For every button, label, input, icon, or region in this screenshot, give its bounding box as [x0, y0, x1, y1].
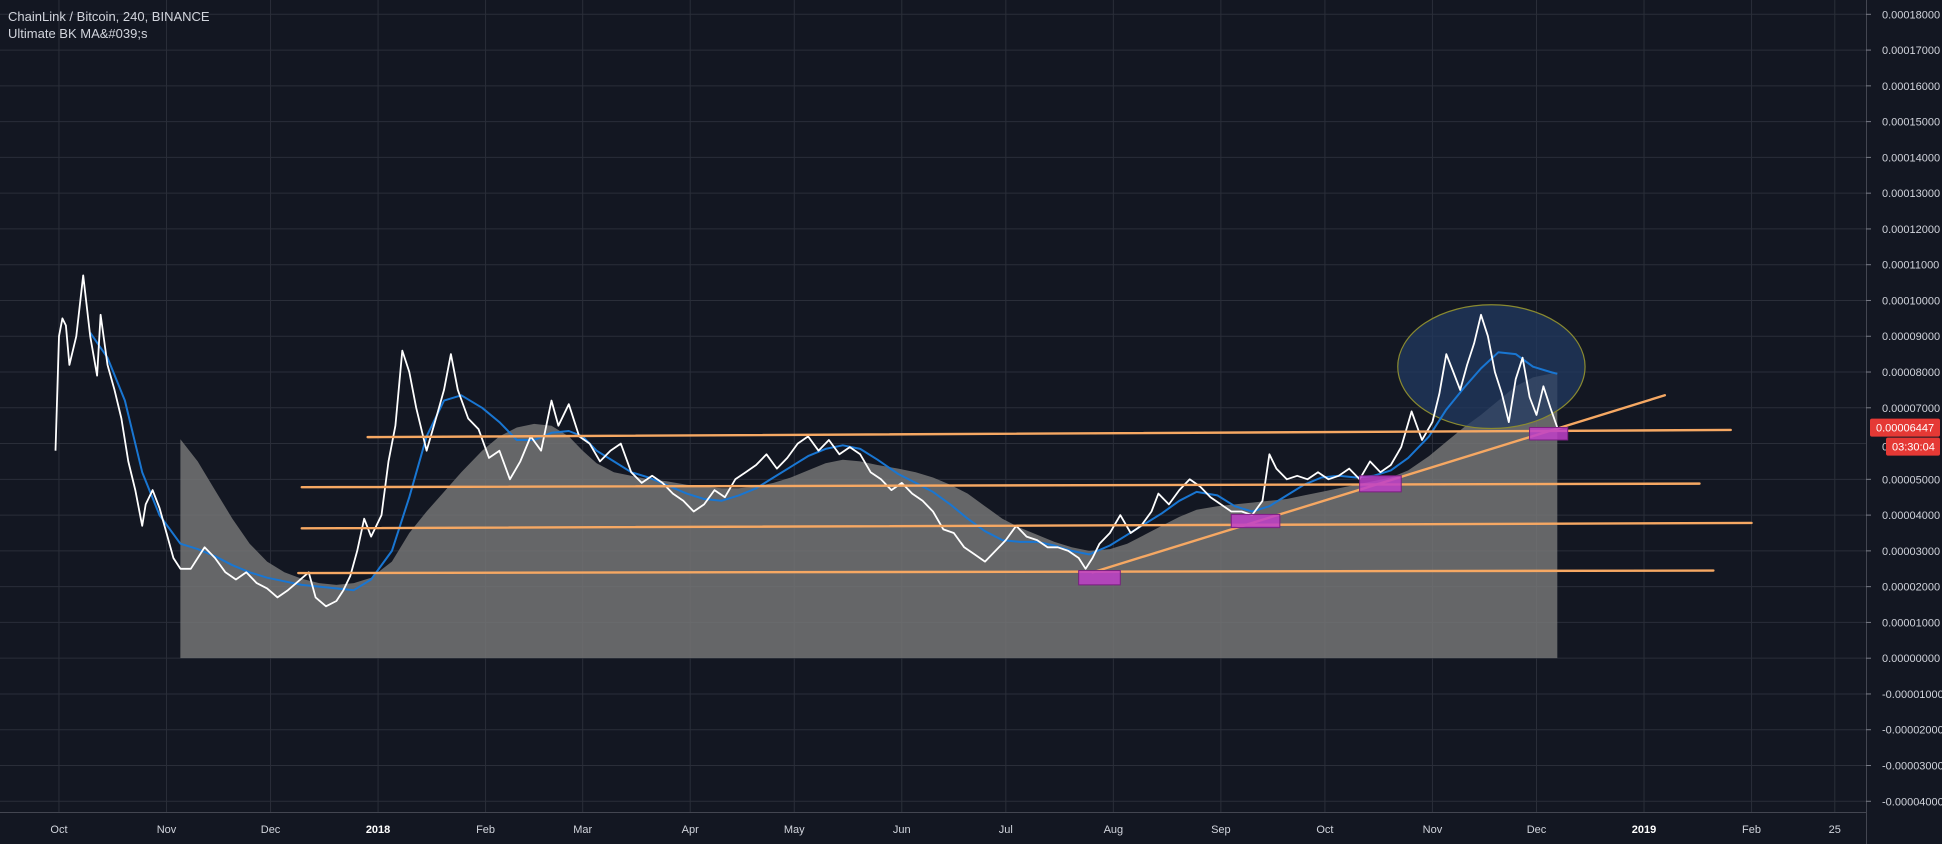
highlight-ellipse[interactable]	[1397, 304, 1586, 430]
y-tick-label: 0.00004000	[1882, 510, 1940, 522]
y-tick-label: 0.00012000	[1882, 224, 1940, 236]
y-tick-label: 0.00005000	[1882, 474, 1940, 486]
x-tick-label: Feb	[1742, 824, 1761, 836]
x-tick-label: Dec	[1527, 824, 1547, 836]
y-tick-label: 0.00003000	[1882, 546, 1940, 558]
support-line[interactable]	[300, 521, 1753, 530]
x-tick-label: Nov	[157, 824, 177, 836]
marker-box[interactable]	[1230, 513, 1281, 529]
support-line[interactable]	[300, 482, 1701, 489]
x-tick-label: Sep	[1211, 824, 1231, 836]
x-tick-label: Feb	[476, 824, 495, 836]
marker-box[interactable]	[1359, 475, 1402, 493]
x-tick-label: Dec	[261, 824, 281, 836]
indicator-name[interactable]: Ultimate BK MA&#039;s	[8, 26, 148, 41]
x-tick-label: Jul	[999, 824, 1013, 836]
y-tick-label: 0.00011000	[1882, 260, 1939, 272]
ma-area-series	[180, 372, 1558, 659]
y-tick-label: -0.00004000	[1882, 796, 1942, 808]
y-tick-label: 0.00018000	[1882, 9, 1940, 21]
y-tick-label: 0.00010000	[1882, 295, 1940, 307]
x-tick-label: Mar	[573, 824, 592, 836]
x-tick-label: 2018	[366, 824, 390, 836]
y-tick-label: 0.00008000	[1882, 367, 1940, 379]
x-tick-label: Aug	[1104, 824, 1124, 836]
support-line[interactable]	[366, 428, 1732, 439]
ma-line-series	[89, 332, 1558, 592]
x-tick-label: Oct	[1316, 824, 1333, 836]
y-tick-label: 0.00001000	[1882, 617, 1940, 629]
y-tick-label: 0.00000000	[1882, 653, 1940, 665]
x-tick-label: 2019	[1632, 824, 1656, 836]
y-tick-label: 0.00009000	[1882, 331, 1940, 343]
x-tick-label: Nov	[1423, 824, 1443, 836]
price-badge[interactable]	[1870, 418, 1940, 437]
y-tick-label: 0.00014000	[1882, 152, 1940, 164]
support-line[interactable]	[297, 569, 1715, 575]
y-tick-label: 0.00002000	[1882, 582, 1940, 594]
countdown-badge[interactable]	[1886, 437, 1940, 456]
price-badge-value: 0.00006447	[1876, 423, 1934, 435]
x-tick-label: Oct	[50, 824, 67, 836]
price-line-series	[54, 274, 1559, 608]
x-tick-label: Jun	[893, 824, 911, 836]
y-tick-label: 0.00013000	[1882, 188, 1940, 200]
x-tick-label: 25	[1829, 824, 1841, 836]
x-tick-label: May	[784, 824, 805, 836]
y-tick-label: -0.00003000	[1882, 760, 1942, 772]
marker-box[interactable]	[1529, 426, 1569, 441]
x-tick-label: Apr	[682, 824, 699, 836]
marker-box[interactable]	[1078, 570, 1121, 586]
countdown-value: 03:30:04	[1892, 442, 1935, 454]
symbol-title[interactable]: ChainLink / Bitcoin, 240, BINANCE	[8, 9, 210, 24]
y-tick-label: 0.00015000	[1882, 117, 1940, 129]
y-tick-label: 0.00017000	[1882, 45, 1940, 57]
y-tick-label: -0.00001000	[1882, 689, 1942, 701]
y-tick-label: -0.00002000	[1882, 725, 1942, 737]
chart-legend: ChainLink / Bitcoin, 240, BINANCE Ultima…	[8, 8, 210, 42]
y-tick-label: 0.00016000	[1882, 81, 1940, 93]
y-tick-label: 0.00007000	[1882, 403, 1940, 415]
